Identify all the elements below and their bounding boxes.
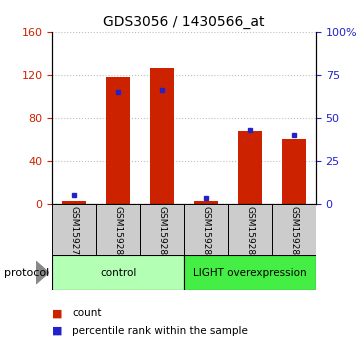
- Bar: [96, 204, 140, 255]
- Bar: [106, 77, 130, 204]
- Text: LIGHT overexpression: LIGHT overexpression: [193, 268, 307, 278]
- Bar: [194, 201, 218, 204]
- Text: GSM159281: GSM159281: [158, 206, 167, 261]
- Text: control: control: [100, 268, 136, 278]
- Text: GSM159280: GSM159280: [114, 206, 123, 261]
- Text: protocol: protocol: [4, 268, 49, 278]
- Polygon shape: [36, 261, 49, 284]
- Text: GSM159279: GSM159279: [70, 206, 79, 261]
- Bar: [282, 139, 306, 204]
- Text: GSM159283: GSM159283: [245, 206, 255, 261]
- Bar: [184, 255, 316, 290]
- Bar: [52, 255, 184, 290]
- Title: GDS3056 / 1430566_at: GDS3056 / 1430566_at: [103, 16, 265, 29]
- Text: GSM159282: GSM159282: [201, 206, 210, 261]
- Text: count: count: [72, 308, 102, 318]
- Bar: [238, 131, 262, 204]
- Bar: [62, 201, 86, 204]
- Bar: [228, 204, 272, 255]
- Bar: [184, 204, 228, 255]
- Bar: [52, 204, 96, 255]
- Text: ■: ■: [52, 308, 63, 318]
- Text: ■: ■: [52, 326, 63, 336]
- Bar: [272, 204, 316, 255]
- Text: GSM159284: GSM159284: [290, 206, 299, 261]
- Bar: [140, 204, 184, 255]
- Text: percentile rank within the sample: percentile rank within the sample: [72, 326, 248, 336]
- Bar: [150, 68, 174, 204]
